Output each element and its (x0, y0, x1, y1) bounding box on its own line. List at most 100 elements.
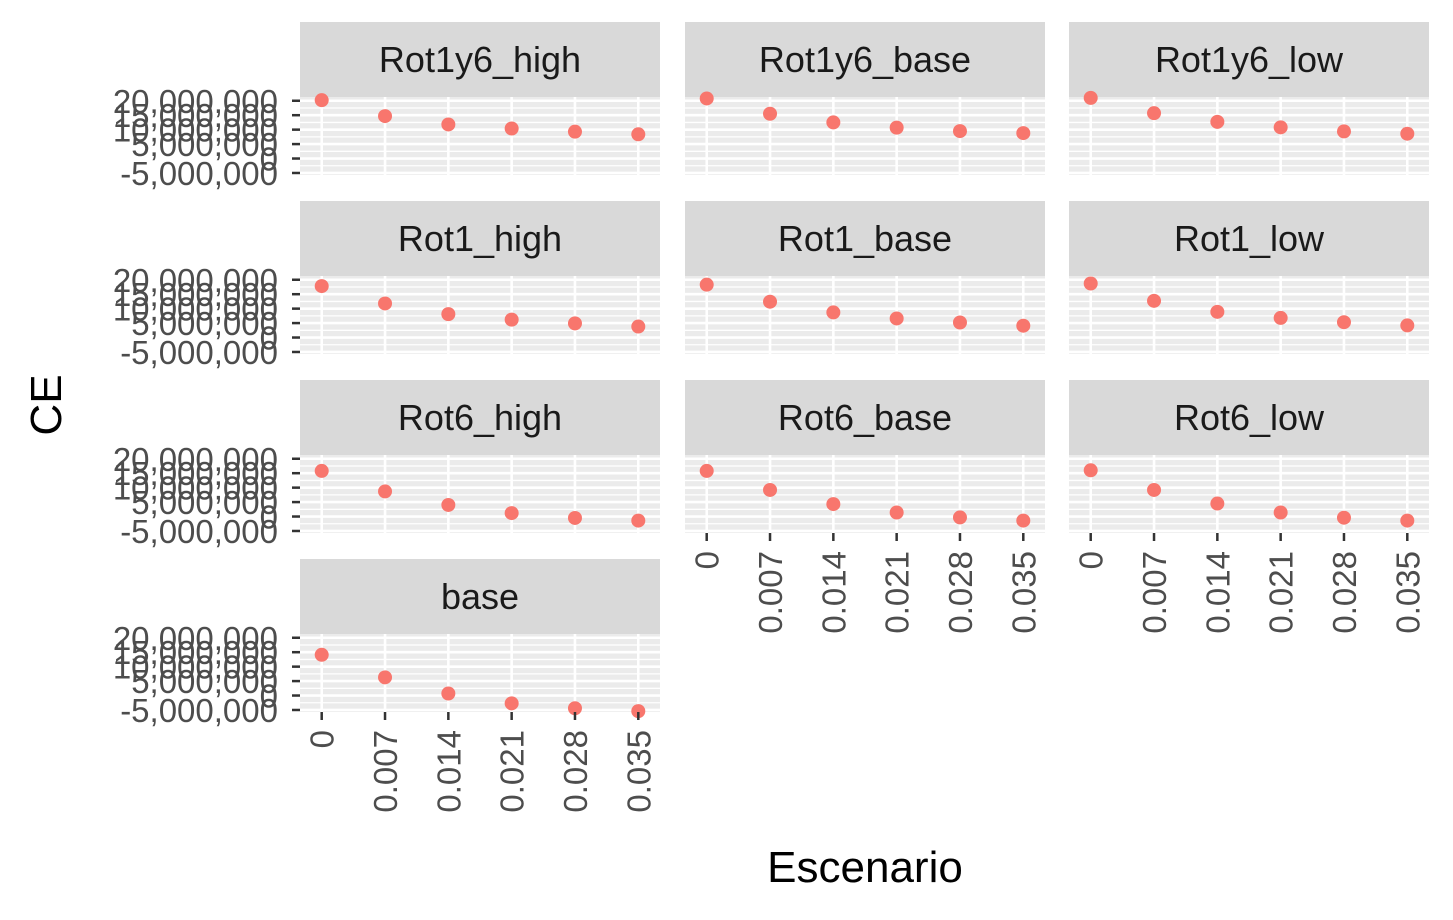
panel-background (1069, 97, 1429, 175)
facet-panel-Rot1_base: Rot1_base (685, 201, 1045, 354)
data-point (1210, 114, 1225, 129)
y-tick-label: -5,000,000 (120, 334, 278, 371)
facet-panel-Rot6_low: Rot6_low 0 0.007 0.014 0.021 0.028 0.035 (1069, 380, 1429, 634)
data-point (1336, 124, 1351, 139)
facet-strip (685, 22, 1045, 97)
facet-strip (300, 380, 660, 455)
data-point (952, 124, 967, 139)
panel-background (300, 276, 660, 354)
data-point (1016, 126, 1031, 141)
data-point (631, 513, 646, 528)
data-point (699, 91, 714, 106)
y-tick-label: 0 (260, 678, 278, 715)
data-point (763, 106, 778, 121)
data-point (1336, 315, 1351, 330)
data-point (1273, 120, 1288, 135)
facet-title: Rot6_high (398, 397, 562, 438)
panel-background (1069, 455, 1429, 533)
facet-panel-Rot1y6_base: Rot1y6_base (685, 22, 1045, 175)
facet-panel-Rot6_base: Rot6_base 0 0.007 0.014 0.021 0.028 0.035 (685, 380, 1045, 634)
data-point (699, 277, 714, 292)
facet-panel-base: base 20,000,00015,000,00010,000,0005,000,… (113, 559, 660, 813)
facet-strip (1069, 201, 1429, 276)
data-point (378, 296, 393, 311)
data-point (1210, 304, 1225, 319)
x-tick-label: 0.035 (1389, 551, 1426, 634)
data-point (889, 505, 904, 520)
y-tick-label: 15,000,000 (113, 97, 278, 134)
x-tick-label: 0.028 (942, 551, 979, 634)
y-tick-label: 5,000,000 (131, 305, 278, 342)
facet-title: Rot1_base (778, 218, 952, 259)
data-point (826, 305, 841, 320)
data-point (504, 312, 519, 327)
x-tick-label: 0.007 (367, 730, 404, 813)
facet-strip (1069, 22, 1429, 97)
x-tick-label: 0.007 (752, 551, 789, 634)
y-tick-label: 0 (260, 499, 278, 536)
data-point (567, 316, 582, 331)
facet-strip (685, 201, 1045, 276)
data-point (826, 115, 841, 130)
data-point (314, 463, 329, 478)
data-point (826, 497, 841, 512)
y-tick-label: 20,000,000 (113, 262, 278, 299)
x-tick-label: 0 (304, 730, 341, 748)
data-point (1400, 318, 1415, 333)
data-point (631, 127, 646, 142)
facet-title: Rot1y6_high (379, 39, 581, 80)
data-point (1273, 505, 1288, 520)
x-tick-label: 0.014 (430, 730, 467, 813)
data-point (567, 701, 582, 716)
x-tick-label: 0.014 (1199, 551, 1236, 634)
x-tick-label: 0.035 (620, 730, 657, 813)
y-tick-label: 10,000,000 (113, 112, 278, 149)
y-tick-label: 5,000,000 (131, 126, 278, 163)
data-point (889, 311, 904, 326)
x-tick-label: 0.007 (1136, 551, 1173, 634)
data-point (1147, 482, 1162, 497)
panel-background (300, 455, 660, 533)
data-point (314, 647, 329, 662)
facet-title: Rot6_low (1174, 397, 1325, 438)
y-tick-label: 5,000,000 (131, 663, 278, 700)
data-point (504, 121, 519, 136)
y-tick-label: 20,000,000 (113, 620, 278, 657)
facet-strip (300, 201, 660, 276)
y-tick-label: -5,000,000 (120, 513, 278, 550)
facet-strip (300, 559, 660, 634)
data-point (1147, 106, 1162, 121)
data-point (763, 482, 778, 497)
data-point (504, 506, 519, 521)
facet-strip (1069, 380, 1429, 455)
facet-title: Rot1_high (398, 218, 562, 259)
y-tick-label: 10,000,000 (113, 470, 278, 507)
facet-panel-Rot1y6_high: Rot1y6_high 20,000,00015,000,00010,000,00… (113, 22, 660, 192)
data-point (441, 307, 456, 322)
panel-background (300, 97, 660, 175)
x-tick-label: 0.035 (1005, 551, 1042, 634)
data-point (378, 670, 393, 685)
data-point (504, 696, 519, 711)
x-tick-label: 0.021 (494, 730, 531, 813)
y-tick-label: 15,000,000 (113, 276, 278, 313)
panel-background (1069, 276, 1429, 354)
facet-title: Rot1y6_base (759, 39, 971, 80)
data-point (1083, 276, 1098, 291)
panel-background (685, 276, 1045, 354)
x-tick-label: 0 (689, 551, 726, 569)
data-point (952, 315, 967, 330)
x-tick-label: 0.028 (1326, 551, 1363, 634)
y-tick-label: 15,000,000 (113, 455, 278, 492)
data-point (631, 704, 646, 719)
facet-strip (685, 380, 1045, 455)
facet-strip (300, 22, 660, 97)
y-tick-label: 20,000,000 (113, 441, 278, 478)
data-point (1400, 513, 1415, 528)
y-tick-label: 10,000,000 (113, 291, 278, 328)
data-point (699, 463, 714, 478)
data-point (1210, 496, 1225, 511)
facet-panel-Rot1y6_low: Rot1y6_low (1069, 22, 1429, 175)
